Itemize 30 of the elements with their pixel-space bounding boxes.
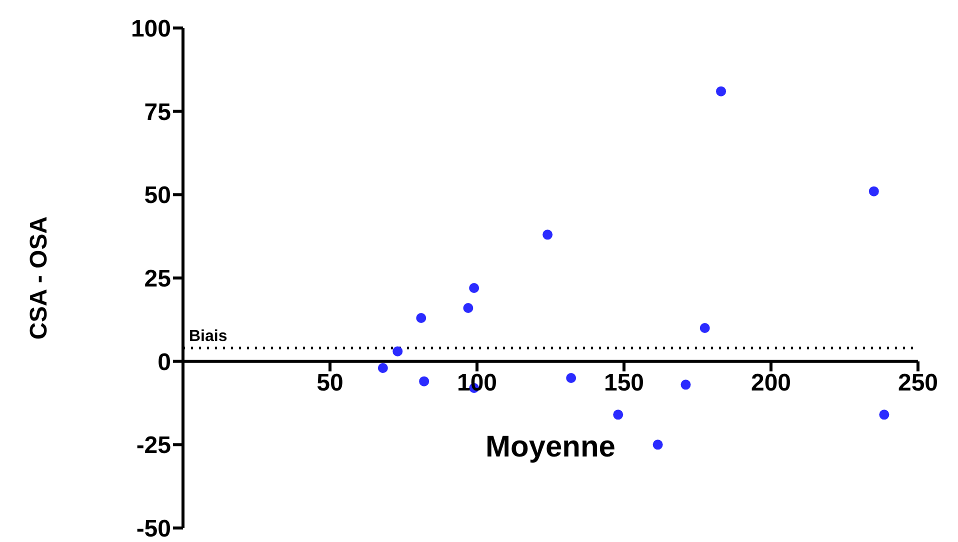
y-tick-label: 0 bbox=[158, 348, 171, 376]
point bbox=[680, 380, 691, 390]
point bbox=[469, 283, 480, 293]
point bbox=[566, 373, 576, 383]
point bbox=[879, 410, 890, 420]
ref-line-label: Biais bbox=[189, 328, 228, 345]
point bbox=[542, 230, 553, 240]
point bbox=[419, 376, 430, 386]
x-axis-title: Moyenne bbox=[486, 430, 616, 464]
y-tick-label: 25 bbox=[144, 266, 171, 293]
point bbox=[463, 303, 474, 313]
y-axis-title: CSA - OSA bbox=[26, 216, 53, 340]
point bbox=[716, 86, 726, 96]
point bbox=[652, 440, 663, 450]
point bbox=[613, 410, 624, 420]
y-tick-label: 50 bbox=[144, 182, 171, 210]
point bbox=[868, 186, 879, 196]
point bbox=[392, 346, 403, 356]
y-tick-label: -50 bbox=[136, 516, 171, 542]
x-tick-label: 50 bbox=[316, 369, 344, 396]
x-tick-label: 150 bbox=[604, 369, 644, 396]
y-tick-label: 75 bbox=[144, 98, 171, 126]
y-tick-label: -25 bbox=[136, 432, 171, 460]
x-tick-label: 200 bbox=[750, 369, 792, 396]
y-tick-label: 100 bbox=[130, 16, 171, 43]
point bbox=[378, 363, 388, 373]
x-tick-label: 100 bbox=[456, 369, 498, 396]
x-tick-label: 250 bbox=[898, 369, 938, 396]
point bbox=[416, 313, 426, 323]
point bbox=[700, 323, 710, 333]
